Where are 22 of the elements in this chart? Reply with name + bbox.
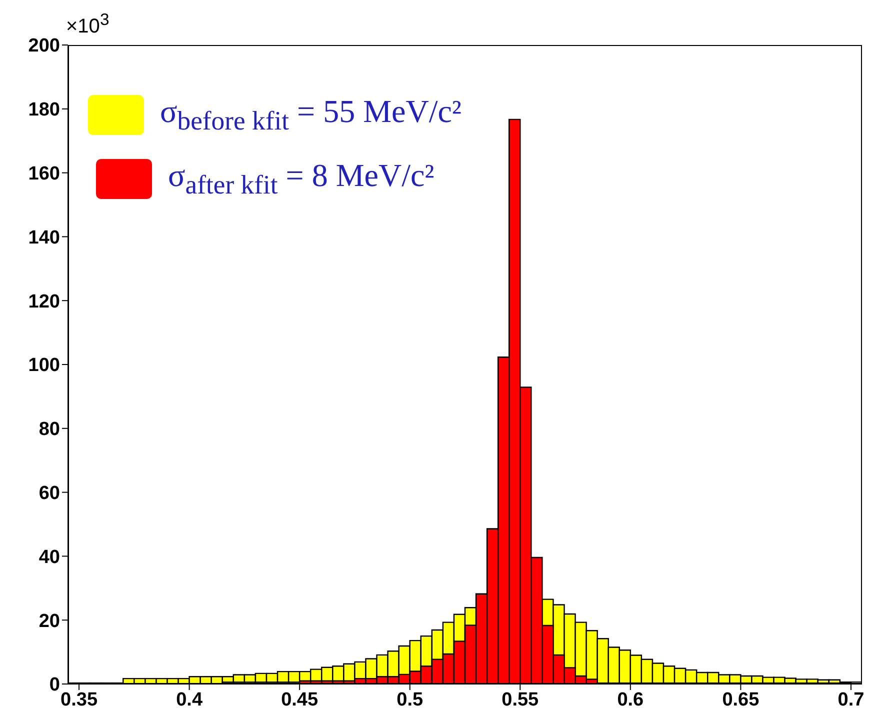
y-tick-label: 80 xyxy=(38,419,60,440)
y-tick-label: 100 xyxy=(28,355,60,376)
x-tick-label: 0.55 xyxy=(502,689,540,710)
legend-label: σ$_{after kfit}$ = 8 MeV/c² xyxy=(168,157,434,201)
x-tick-label: 0.7 xyxy=(838,689,864,710)
y-tick-label: 40 xyxy=(38,546,60,568)
y-tick-label: 200 xyxy=(28,36,60,57)
x-tick-label: 0.4 xyxy=(176,689,203,710)
x-tick-label: 0.6 xyxy=(617,689,644,710)
y-tick-label: 60 xyxy=(38,483,60,504)
x-tick-label: 0.45 xyxy=(281,689,319,710)
legend-label: σ$_{before kfit}$ = 55 MeV/c² xyxy=(160,93,462,137)
y-tick-label: 20 xyxy=(38,610,60,632)
text: ×10$^{3}$ xyxy=(66,10,110,39)
y-tick-label: 160 xyxy=(28,164,60,185)
y-tick-label: 0 xyxy=(49,674,60,696)
x-tick-label: 0.35 xyxy=(60,689,98,710)
x-tick-label: 0.65 xyxy=(722,689,760,710)
y-tick-label: 140 xyxy=(28,227,60,248)
y-tick-label: 180 xyxy=(28,100,60,121)
x-tick-label: 0.5 xyxy=(396,689,424,710)
y-tick-label: 120 xyxy=(28,291,60,312)
